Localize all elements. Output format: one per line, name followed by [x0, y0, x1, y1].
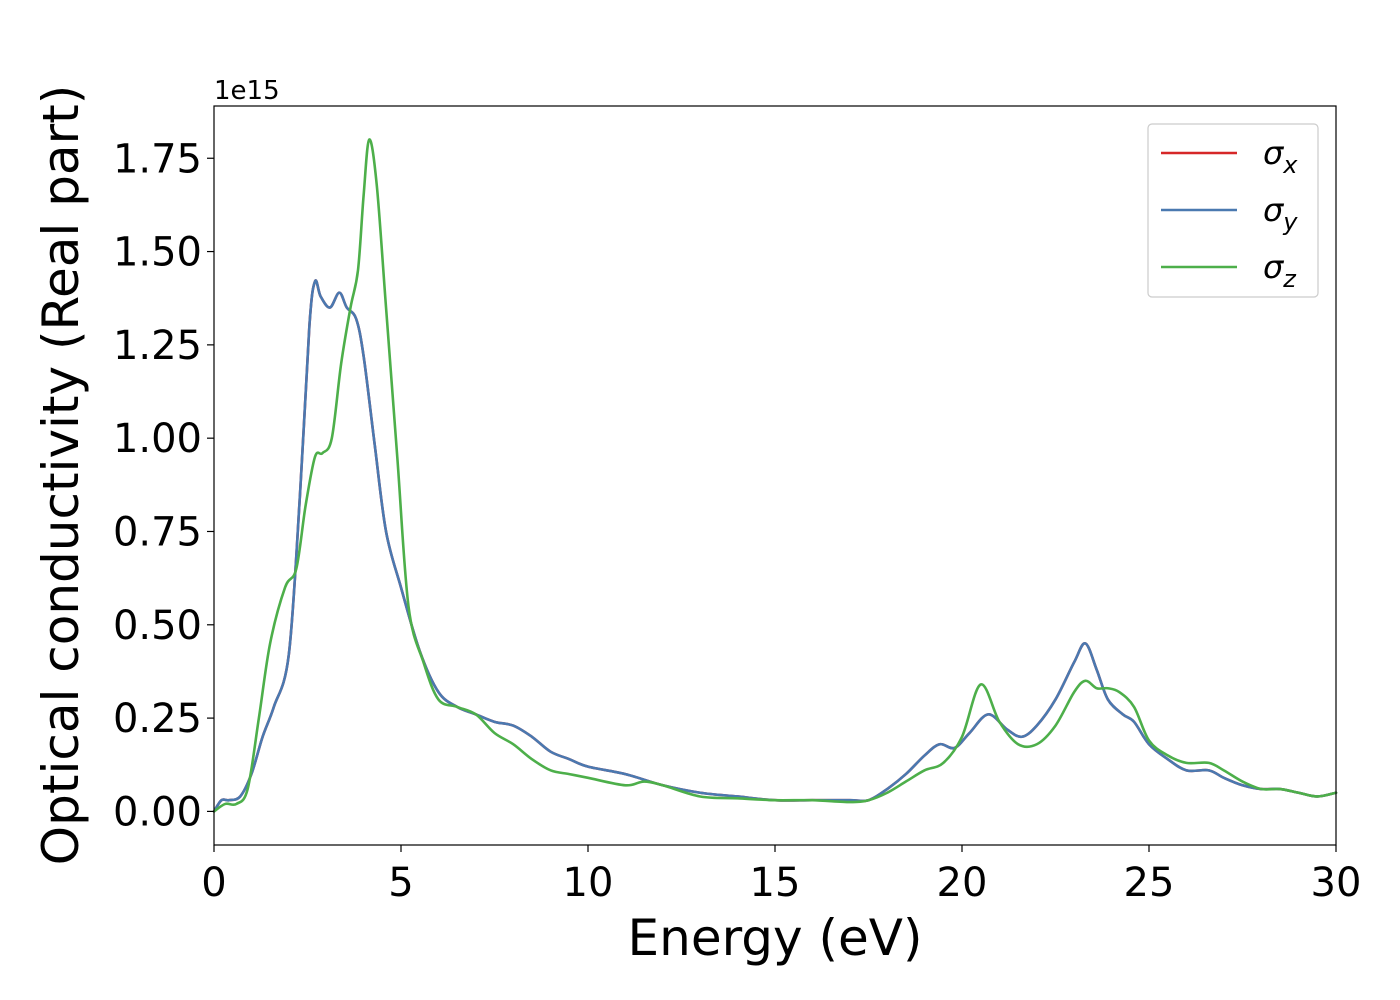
y-axis-title: Optical conductivity (Real part)	[32, 85, 90, 866]
series-line-z	[212, 138, 1338, 813]
legend-label-x: σx	[1263, 134, 1298, 179]
x-tick-label: 0	[201, 860, 226, 906]
x-tick-label: 5	[388, 860, 413, 906]
series-layer	[212, 138, 1338, 813]
series-line-x	[212, 279, 1338, 813]
y-tick-label: 0.00	[113, 789, 202, 835]
x-tick-label: 30	[1311, 860, 1362, 906]
y-tick-label: 0.75	[113, 509, 202, 555]
series-line-y	[212, 279, 1338, 813]
legend-items: σx σy σz	[1161, 134, 1298, 293]
legend-label-y: σy	[1263, 191, 1298, 236]
y-tick-label: 1.25	[113, 323, 202, 369]
x-axis-ticks: 0 5 10 15 20 25 30	[201, 845, 1361, 906]
legend-label-z: σz	[1263, 248, 1297, 293]
x-tick-label: 20	[937, 860, 988, 906]
y-axis-ticks: 0.00 0.25 0.50 0.75 1.00 1.25 1.50 1.75	[113, 136, 214, 835]
x-tick-label: 10	[563, 860, 614, 906]
x-tick-label: 15	[750, 860, 801, 906]
x-axis-title: Energy (eV)	[628, 909, 923, 967]
legend: σx σy σz	[1147, 123, 1319, 298]
x-tick-label: 25	[1124, 860, 1175, 906]
y-tick-label: 1.75	[113, 136, 202, 182]
y-offset-label: 1e15	[214, 76, 280, 106]
y-tick-label: 0.50	[113, 603, 202, 649]
y-tick-label: 0.25	[113, 696, 202, 742]
y-tick-label: 1.00	[113, 416, 202, 462]
y-tick-label: 1.50	[113, 230, 202, 276]
